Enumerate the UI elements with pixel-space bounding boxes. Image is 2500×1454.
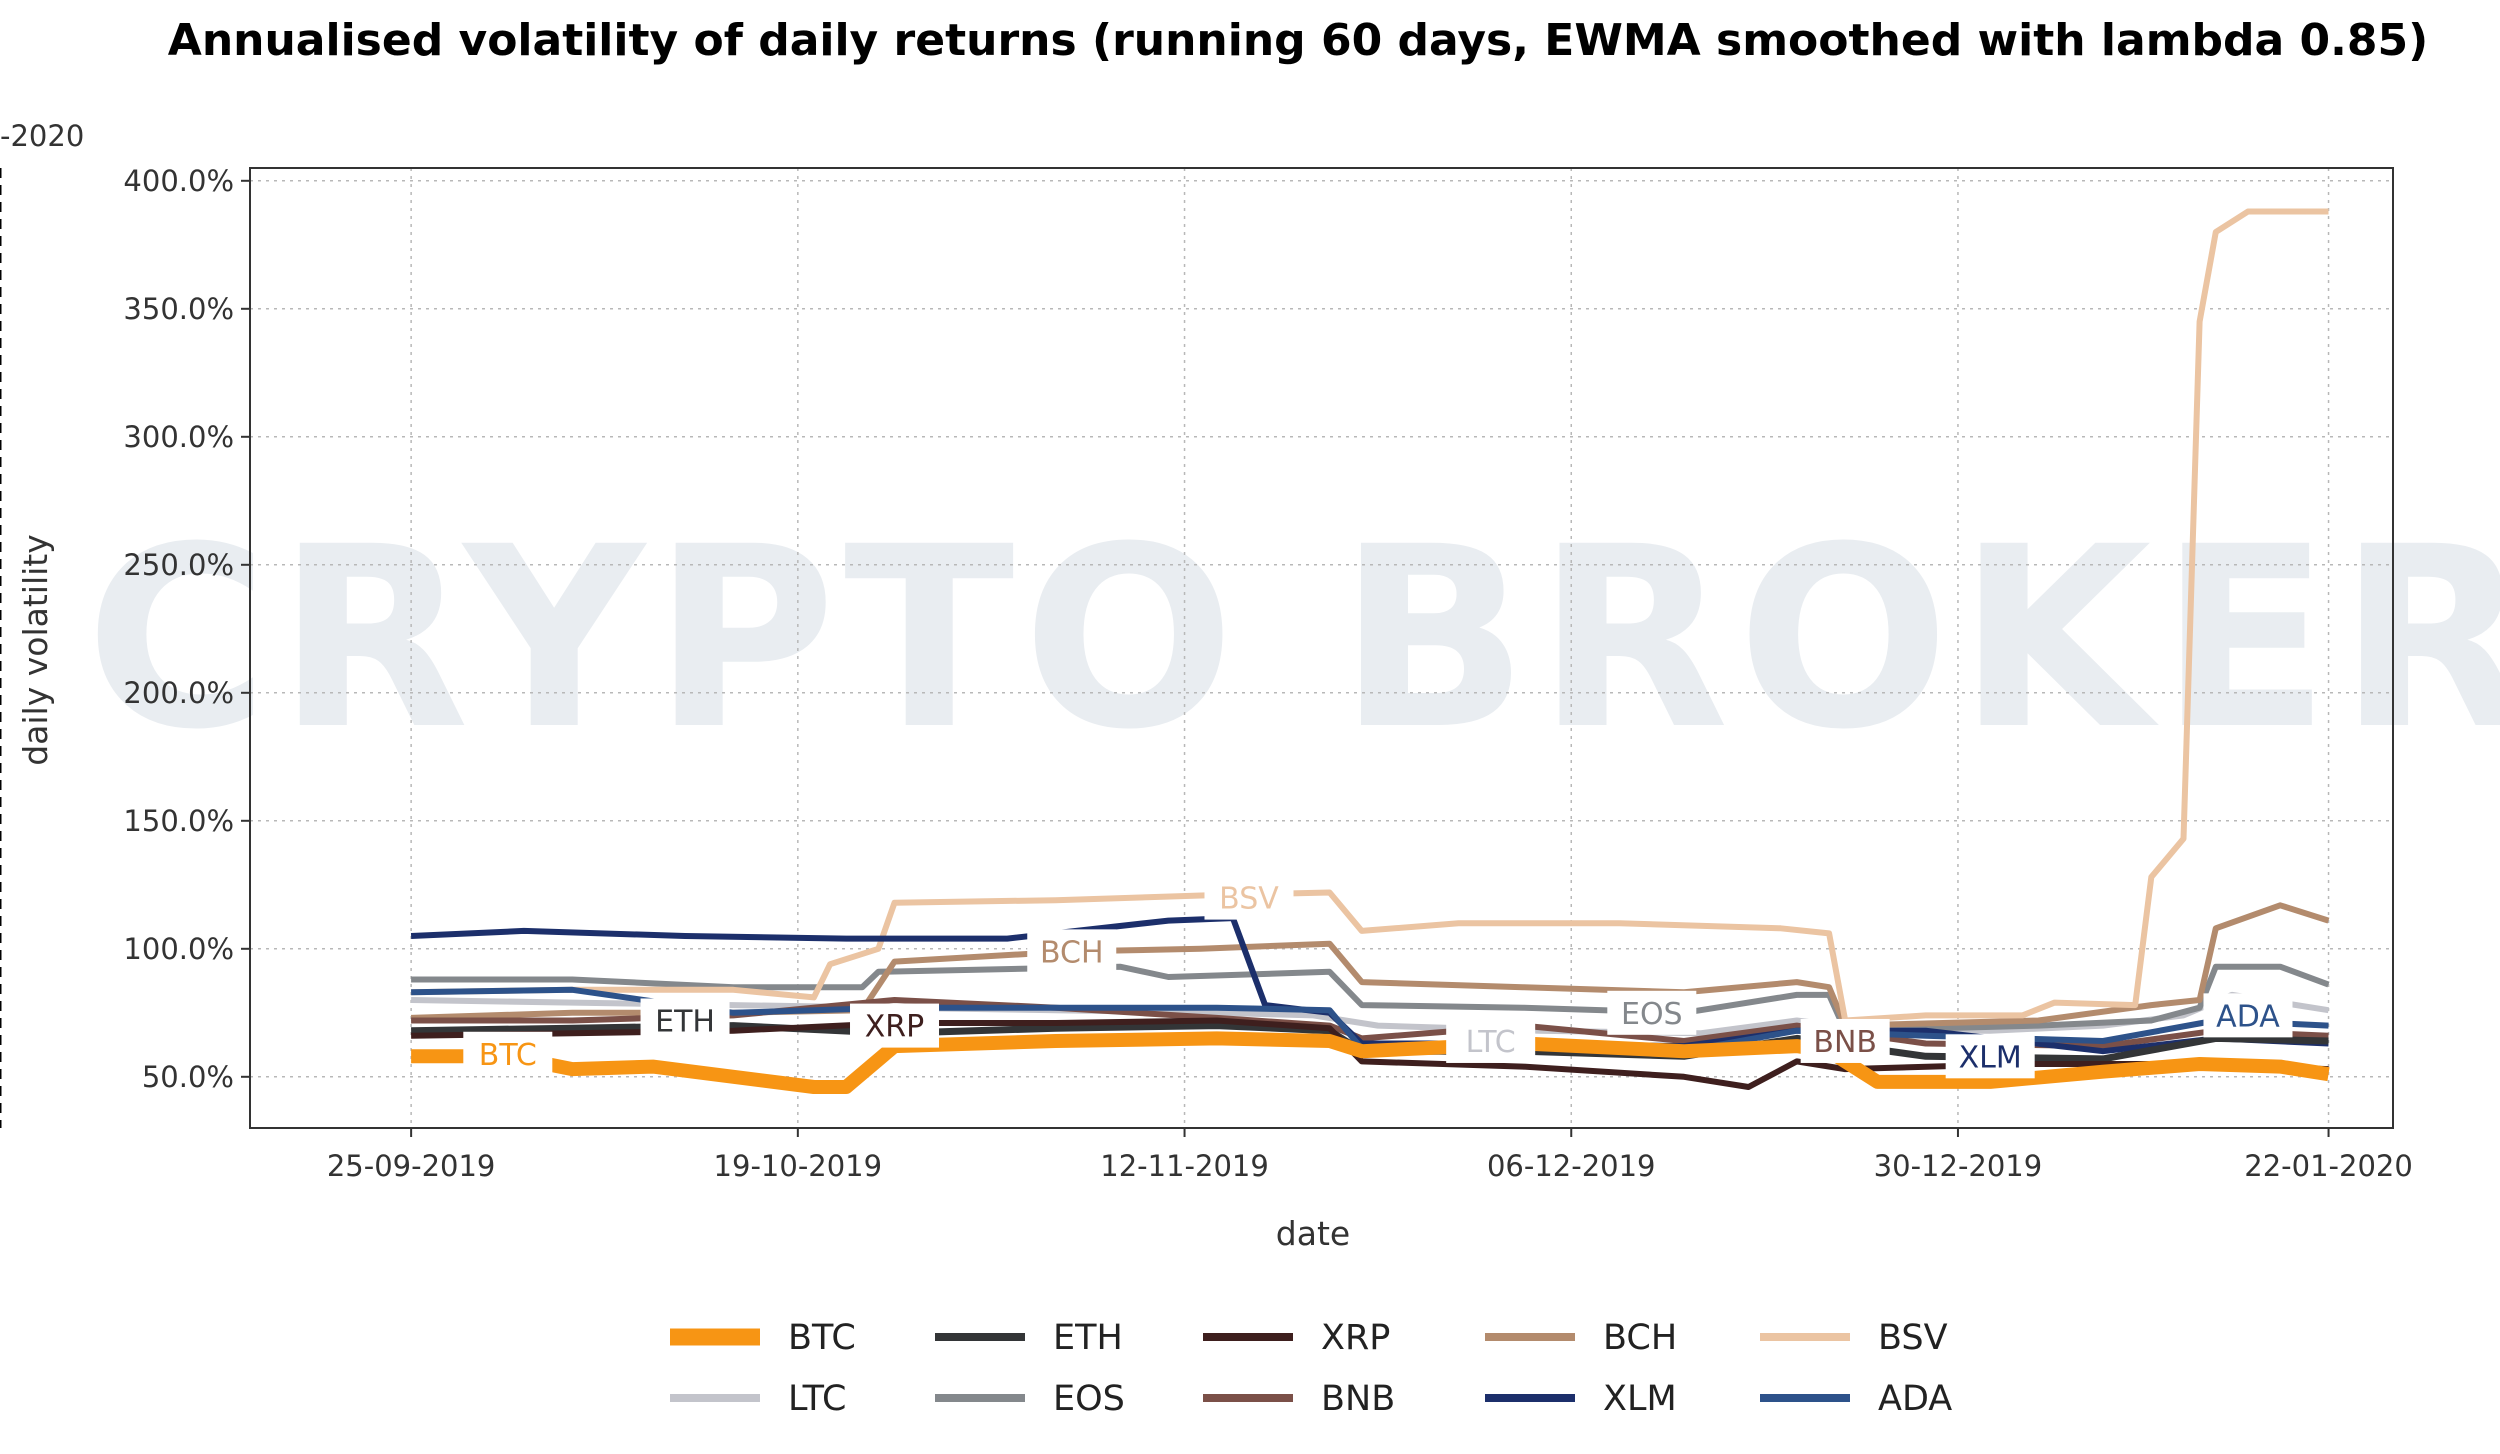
inline-label-bsv: BSV — [1204, 875, 1294, 920]
inline-label-bg — [850, 1003, 940, 1048]
inline-label-bg — [1945, 1034, 2035, 1079]
legend-item-bch: BCH — [1485, 1318, 1677, 1358]
inline-label-text: LTC — [1466, 1025, 1516, 1060]
annotation-label: 15-01-2020 — [0, 119, 84, 153]
y-tick-label: 200.0% — [123, 676, 234, 710]
inline-label-bg — [2203, 993, 2293, 1038]
inline-label-bg — [1446, 1018, 1536, 1063]
series-line-xrp — [411, 1017, 2329, 1090]
y-tick-label: 400.0% — [123, 164, 234, 198]
chart-title: Annualised volatility of daily returns (… — [168, 15, 2428, 66]
legend-item-eth: ETH — [935, 1318, 1123, 1358]
x-tick-label: 30-12-2019 — [1874, 1149, 2043, 1183]
inline-label-xlm: XLM — [1945, 1034, 2035, 1079]
watermark: CRYPTO BROKER — [85, 493, 2500, 784]
inline-label-text: XLM — [1959, 1040, 2022, 1075]
x-tick-label: 22-01-2020 — [2244, 1149, 2413, 1183]
legend-item-ltc: LTC — [670, 1379, 846, 1419]
inline-label-bg — [1607, 990, 1697, 1035]
legend-item-xlm: XLM — [1485, 1379, 1677, 1419]
legend-item-bsv: BSV — [1760, 1318, 1948, 1358]
x-tick-label: 19-10-2019 — [714, 1149, 883, 1183]
annotation-layer: 15-01-2020 — [0, 119, 84, 1128]
x-tick-label: 06-12-2019 — [1487, 1149, 1656, 1183]
inline-label-bg — [1027, 929, 1117, 974]
axis-layer: 50.0% 100.0% 150.0% 200.0% 250.0% 300.0% 350.0… — [123, 164, 2412, 1183]
inline-label-ada: ADA — [2203, 993, 2293, 1038]
y-tick-label: 300.0% — [123, 420, 234, 454]
x-axis-label: date — [1276, 1214, 1350, 1253]
legend-item-bnb: BNB — [1203, 1379, 1395, 1419]
inline-label-bg — [640, 998, 730, 1043]
legend-label: EOS — [1053, 1379, 1125, 1419]
series-line-eos — [411, 963, 2330, 1034]
legend-label: ADA — [1878, 1379, 1952, 1419]
inline-label-bnb: BNB — [1800, 1018, 1890, 1063]
inline-label-ltc: LTC — [1446, 1018, 1536, 1063]
inline-label-text: BTC — [479, 1038, 537, 1073]
inline-label-eos: EOS — [1607, 990, 1697, 1035]
y-tick-label: 350.0% — [123, 292, 234, 326]
legend: BTC ETH XRP BCH BSV LTC EOS BNB XLM ADA — [670, 1318, 1952, 1419]
legend-label: ETH — [1053, 1318, 1123, 1358]
series-layer — [410, 208, 2330, 1094]
inline-label-eth: ETH — [640, 998, 730, 1043]
inline-label-text: BNB — [1813, 1025, 1877, 1060]
inline-label-text: BCH — [1040, 935, 1104, 970]
series-line-bsv — [411, 208, 2329, 1024]
inline-label-text: BSV — [1219, 882, 1279, 917]
plot-frame — [249, 167, 2394, 1129]
legend-item-ada: ADA — [1760, 1379, 1952, 1419]
inline-label-layer: LTC EOS BCH BSV BNB XLM ADA ETH XRP BTC — [463, 875, 2293, 1079]
inline-label-text: XRP — [865, 1010, 925, 1045]
y-tick-label: 100.0% — [123, 932, 234, 966]
inline-label-bch: BCH — [1027, 929, 1117, 974]
legend-label: XLM — [1603, 1379, 1677, 1419]
x-tick-label: 25-09-2019 — [327, 1149, 496, 1183]
y-tick-label: 150.0% — [123, 804, 234, 838]
legend-item-eos: EOS — [935, 1379, 1125, 1419]
inline-label-bg — [1800, 1018, 1890, 1063]
inline-label-bg — [463, 1031, 553, 1076]
inline-label-text: ETH — [655, 1004, 715, 1039]
y-tick-label: 250.0% — [123, 548, 234, 582]
inline-label-btc: BTC — [463, 1031, 553, 1076]
y-tick-label: 50.0% — [142, 1060, 234, 1094]
legend-label: BCH — [1603, 1318, 1677, 1358]
legend-label: BSV — [1878, 1318, 1948, 1358]
x-tick-label: 12-11-2019 — [1100, 1149, 1269, 1183]
legend-label: XRP — [1321, 1318, 1390, 1358]
inline-label-text: EOS — [1621, 997, 1683, 1032]
legend-label: BNB — [1321, 1379, 1395, 1419]
legend-label: BTC — [788, 1318, 856, 1358]
inline-label-text: ADA — [2216, 999, 2280, 1034]
legend-item-xrp: XRP — [1203, 1318, 1390, 1358]
y-axis-label: daily volatility — [16, 534, 55, 766]
inline-label-bg — [1204, 875, 1294, 920]
series-line-btc — [411, 1031, 2330, 1094]
inline-label-xrp: XRP — [850, 1003, 940, 1048]
legend-item-btc: BTC — [670, 1318, 856, 1358]
grid-layer — [250, 168, 2393, 1128]
legend-label: LTC — [788, 1379, 846, 1419]
